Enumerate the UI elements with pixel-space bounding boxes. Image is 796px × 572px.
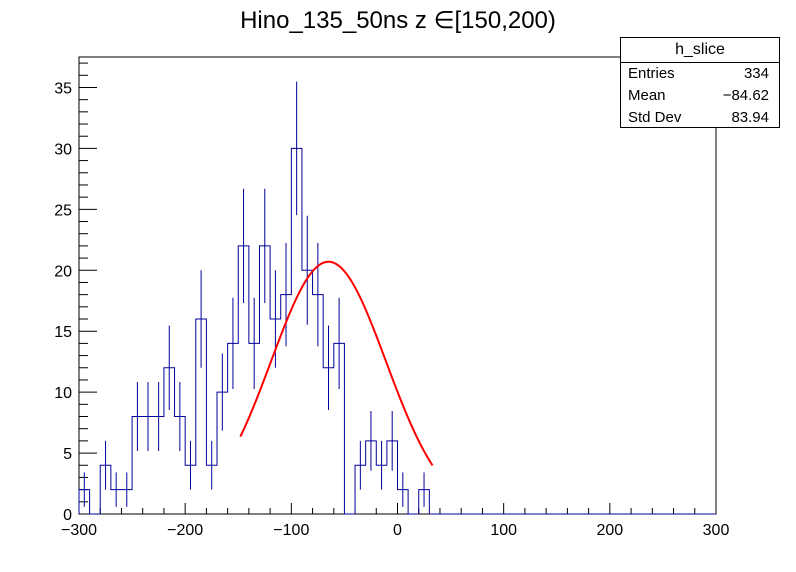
stats-key: Mean [628,87,666,104]
y-tick-label: 35 [54,80,72,97]
stats-value: 334 [743,65,769,82]
stats-value: 83.94 [731,109,769,126]
stats-row-mean: Mean −84.62 [621,85,779,107]
x-tick-label: 300 [703,522,730,539]
y-tick-label: 0 [63,507,72,524]
histogram-outline [78,147,716,515]
chart-title: Hino_135_50ns z ∈[150,200) [240,7,556,34]
y-tick-label: 25 [54,202,72,219]
stats-row-std-dev: Std Dev 83.94 [621,107,779,129]
stats-box: h_slice Entries 334 Mean −84.62 Std Dev … [620,37,780,128]
x-tick-label: −200 [167,522,203,539]
y-tick-label: 30 [54,141,72,158]
x-tick-label: −300 [61,522,97,539]
stats-key: Std Dev [628,109,682,126]
stats-value: −84.62 [722,87,769,104]
fit-curve [239,260,434,466]
x-tick-label: 0 [393,522,402,539]
stats-key: Entries [628,65,675,82]
x-tick-label: −100 [273,522,309,539]
y-tick-label: 20 [54,263,72,280]
x-tick-label: 200 [596,522,623,539]
y-tick-label: 5 [63,446,72,463]
y-tick-label: 10 [54,385,72,402]
stats-box-name: h_slice [621,38,779,63]
y-tick-label: 15 [54,324,72,341]
stats-row-entries: Entries 334 [621,63,779,85]
x-tick-label: 100 [490,522,517,539]
